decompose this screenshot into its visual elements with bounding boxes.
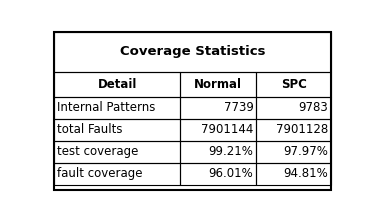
- Bar: [180, 72, 256, 97]
- Bar: [54, 32, 331, 72]
- Text: 97.97%: 97.97%: [284, 145, 328, 158]
- Bar: [180, 141, 256, 163]
- Text: Internal Patterns: Internal Patterns: [57, 101, 156, 114]
- Text: 7739: 7739: [224, 101, 253, 114]
- Text: 99.21%: 99.21%: [209, 145, 253, 158]
- Text: Normal: Normal: [194, 78, 242, 91]
- Text: 94.81%: 94.81%: [284, 167, 328, 180]
- Text: Detail: Detail: [98, 78, 137, 91]
- Bar: [54, 141, 180, 163]
- Text: 9783: 9783: [299, 101, 328, 114]
- Text: total Faults: total Faults: [57, 123, 123, 136]
- Text: test coverage: test coverage: [57, 145, 139, 158]
- Text: Coverage Statistics: Coverage Statistics: [120, 45, 265, 58]
- Bar: [54, 72, 180, 97]
- Bar: [54, 119, 180, 141]
- Text: fault coverage: fault coverage: [57, 167, 143, 180]
- Bar: [256, 119, 331, 141]
- Bar: [180, 163, 256, 185]
- Text: 7901144: 7901144: [201, 123, 253, 136]
- Bar: [54, 163, 180, 185]
- Bar: [180, 119, 256, 141]
- Text: 96.01%: 96.01%: [209, 167, 253, 180]
- Bar: [256, 72, 331, 97]
- Bar: [256, 141, 331, 163]
- Bar: [256, 163, 331, 185]
- Text: SPC: SPC: [281, 78, 307, 91]
- Bar: [180, 97, 256, 119]
- Bar: [256, 97, 331, 119]
- Bar: [54, 97, 180, 119]
- Text: 7901128: 7901128: [276, 123, 328, 136]
